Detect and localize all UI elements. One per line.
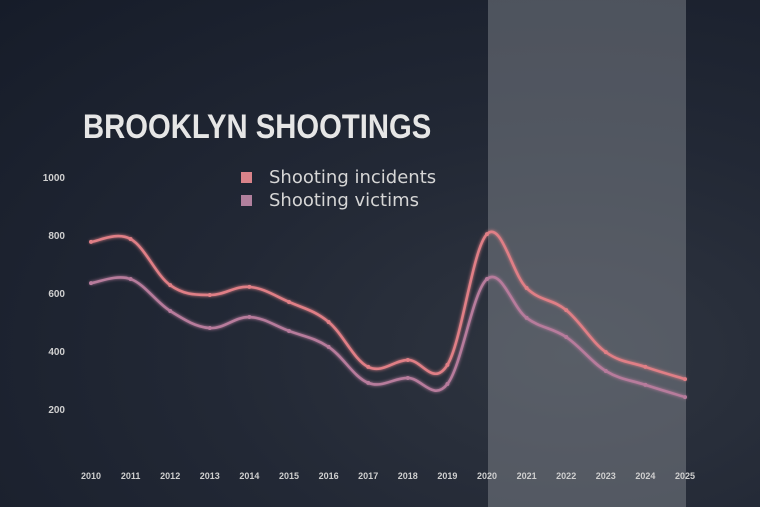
data-point — [643, 382, 648, 387]
data-point — [683, 395, 687, 400]
data-point — [603, 350, 608, 355]
legend-swatch-victims — [241, 195, 252, 206]
y-tick-label: 1000 — [42, 173, 65, 184]
data-point — [168, 283, 173, 288]
data-point — [89, 239, 93, 244]
data-point — [128, 277, 133, 282]
data-point — [564, 335, 569, 340]
legend-label-victims: Shooting victims — [269, 190, 419, 211]
x-tick-label: 2010 — [80, 471, 102, 481]
x-tick-label: 2014 — [239, 471, 260, 481]
x-tick-label: 2023 — [595, 471, 616, 481]
data-point — [445, 382, 450, 387]
x-tick-label: 2022 — [556, 471, 577, 481]
x-tick-label: 2021 — [516, 471, 537, 481]
y-tick-label: 600 — [48, 289, 65, 300]
legend: Shooting incidents Shooting victims — [241, 166, 436, 212]
data-point — [643, 364, 648, 369]
highlight-band-2020-2025 — [488, 0, 686, 507]
x-tick-label: 2016 — [318, 471, 339, 481]
data-point — [128, 237, 133, 242]
legend-label-incidents: Shooting incidents — [269, 167, 437, 188]
data-point — [247, 284, 252, 289]
x-tick-label: 2018 — [397, 471, 418, 481]
x-tick-label: 2015 — [278, 471, 300, 481]
data-point — [683, 377, 687, 382]
data-point — [485, 277, 489, 282]
legend-item-victims: Shooting victims — [241, 189, 436, 212]
data-point — [366, 380, 371, 385]
data-point — [207, 293, 212, 297]
data-point — [603, 368, 608, 373]
x-tick-label: 2017 — [358, 471, 379, 481]
data-point — [485, 232, 489, 237]
data-point — [168, 308, 173, 313]
data-point — [405, 357, 410, 362]
data-point — [89, 281, 93, 286]
chart-title: BROOKLYN SHOOTINGS — [83, 108, 432, 146]
data-point — [207, 326, 212, 331]
data-point — [564, 308, 569, 313]
x-tick-label: 2024 — [635, 471, 656, 481]
y-tick-label: 200 — [48, 405, 65, 416]
data-point — [524, 286, 529, 291]
y-tick-label: 400 — [48, 347, 65, 358]
x-tick-label: 2011 — [120, 471, 141, 481]
line-shooting-incidents — [89, 230, 687, 381]
data-point — [287, 328, 291, 333]
data-point — [445, 362, 450, 367]
data-point — [366, 364, 371, 369]
x-tick-label: 2012 — [160, 471, 181, 481]
legend-swatch-incidents — [241, 172, 252, 183]
x-tick-label: 2019 — [437, 471, 458, 481]
data-point — [326, 319, 331, 324]
x-tick-label: 2020 — [476, 471, 498, 481]
x-tick-label: 2025 — [674, 471, 696, 481]
data-point — [326, 344, 331, 349]
line-shooting-victims — [89, 275, 687, 399]
data-point — [287, 299, 291, 304]
data-point — [405, 375, 410, 380]
data-point — [247, 315, 252, 320]
data-point — [524, 315, 529, 320]
legend-item-incidents: Shooting incidents — [241, 166, 436, 189]
x-tick-label: 2013 — [199, 471, 220, 481]
y-tick-label: 800 — [48, 231, 65, 242]
